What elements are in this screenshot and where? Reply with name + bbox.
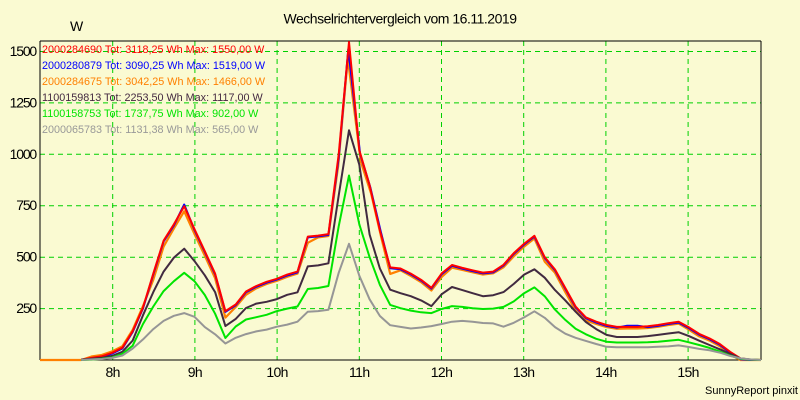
- svg-text:500: 500: [16, 249, 37, 265]
- svg-text:1100159813 Tot: 2253,50 Wh Max: 1100159813 Tot: 2253,50 Wh Max: 1117,00 …: [42, 92, 263, 104]
- svg-text:W: W: [70, 18, 84, 34]
- svg-text:1250: 1250: [10, 94, 38, 110]
- svg-text:Wechselrichtervergleich vom 16: Wechselrichtervergleich vom 16.11.2019: [284, 11, 518, 27]
- svg-text:SunnyReport pinxit: SunnyReport pinxit: [705, 385, 798, 397]
- svg-text:13h: 13h: [513, 364, 535, 380]
- svg-text:750: 750: [16, 197, 37, 213]
- svg-text:1500: 1500: [10, 43, 38, 59]
- svg-text:1100158753 Tot: 1737,75 Wh Max: 1100158753 Tot: 1737,75 Wh Max: 902,00 W: [42, 108, 259, 120]
- svg-text:15h: 15h: [677, 364, 699, 380]
- svg-text:2000065783 Tot: 1131,38 Wh Max: 2000065783 Tot: 1131,38 Wh Max: 565,00 W: [42, 124, 259, 136]
- svg-text:8h: 8h: [106, 364, 120, 380]
- svg-text:12h: 12h: [431, 364, 453, 380]
- svg-text:250: 250: [16, 300, 37, 316]
- svg-text:1000: 1000: [10, 146, 38, 162]
- svg-text:2000280879 Tot: 3090,25 Wh Max: 2000280879 Tot: 3090,25 Wh Max: 1519,00 …: [42, 60, 266, 72]
- svg-text:14h: 14h: [595, 364, 617, 380]
- svg-text:2000284675 Tot: 3042,25 Wh Max: 2000284675 Tot: 3042,25 Wh Max: 1466,00 …: [42, 76, 266, 88]
- svg-text:9h: 9h: [188, 364, 202, 380]
- svg-text:10h: 10h: [266, 364, 288, 380]
- svg-text:11h: 11h: [349, 364, 370, 380]
- svg-text:2000284690 Tot: 3118,25 Wh Max: 2000284690 Tot: 3118,25 Wh Max: 1550,00 …: [42, 44, 265, 56]
